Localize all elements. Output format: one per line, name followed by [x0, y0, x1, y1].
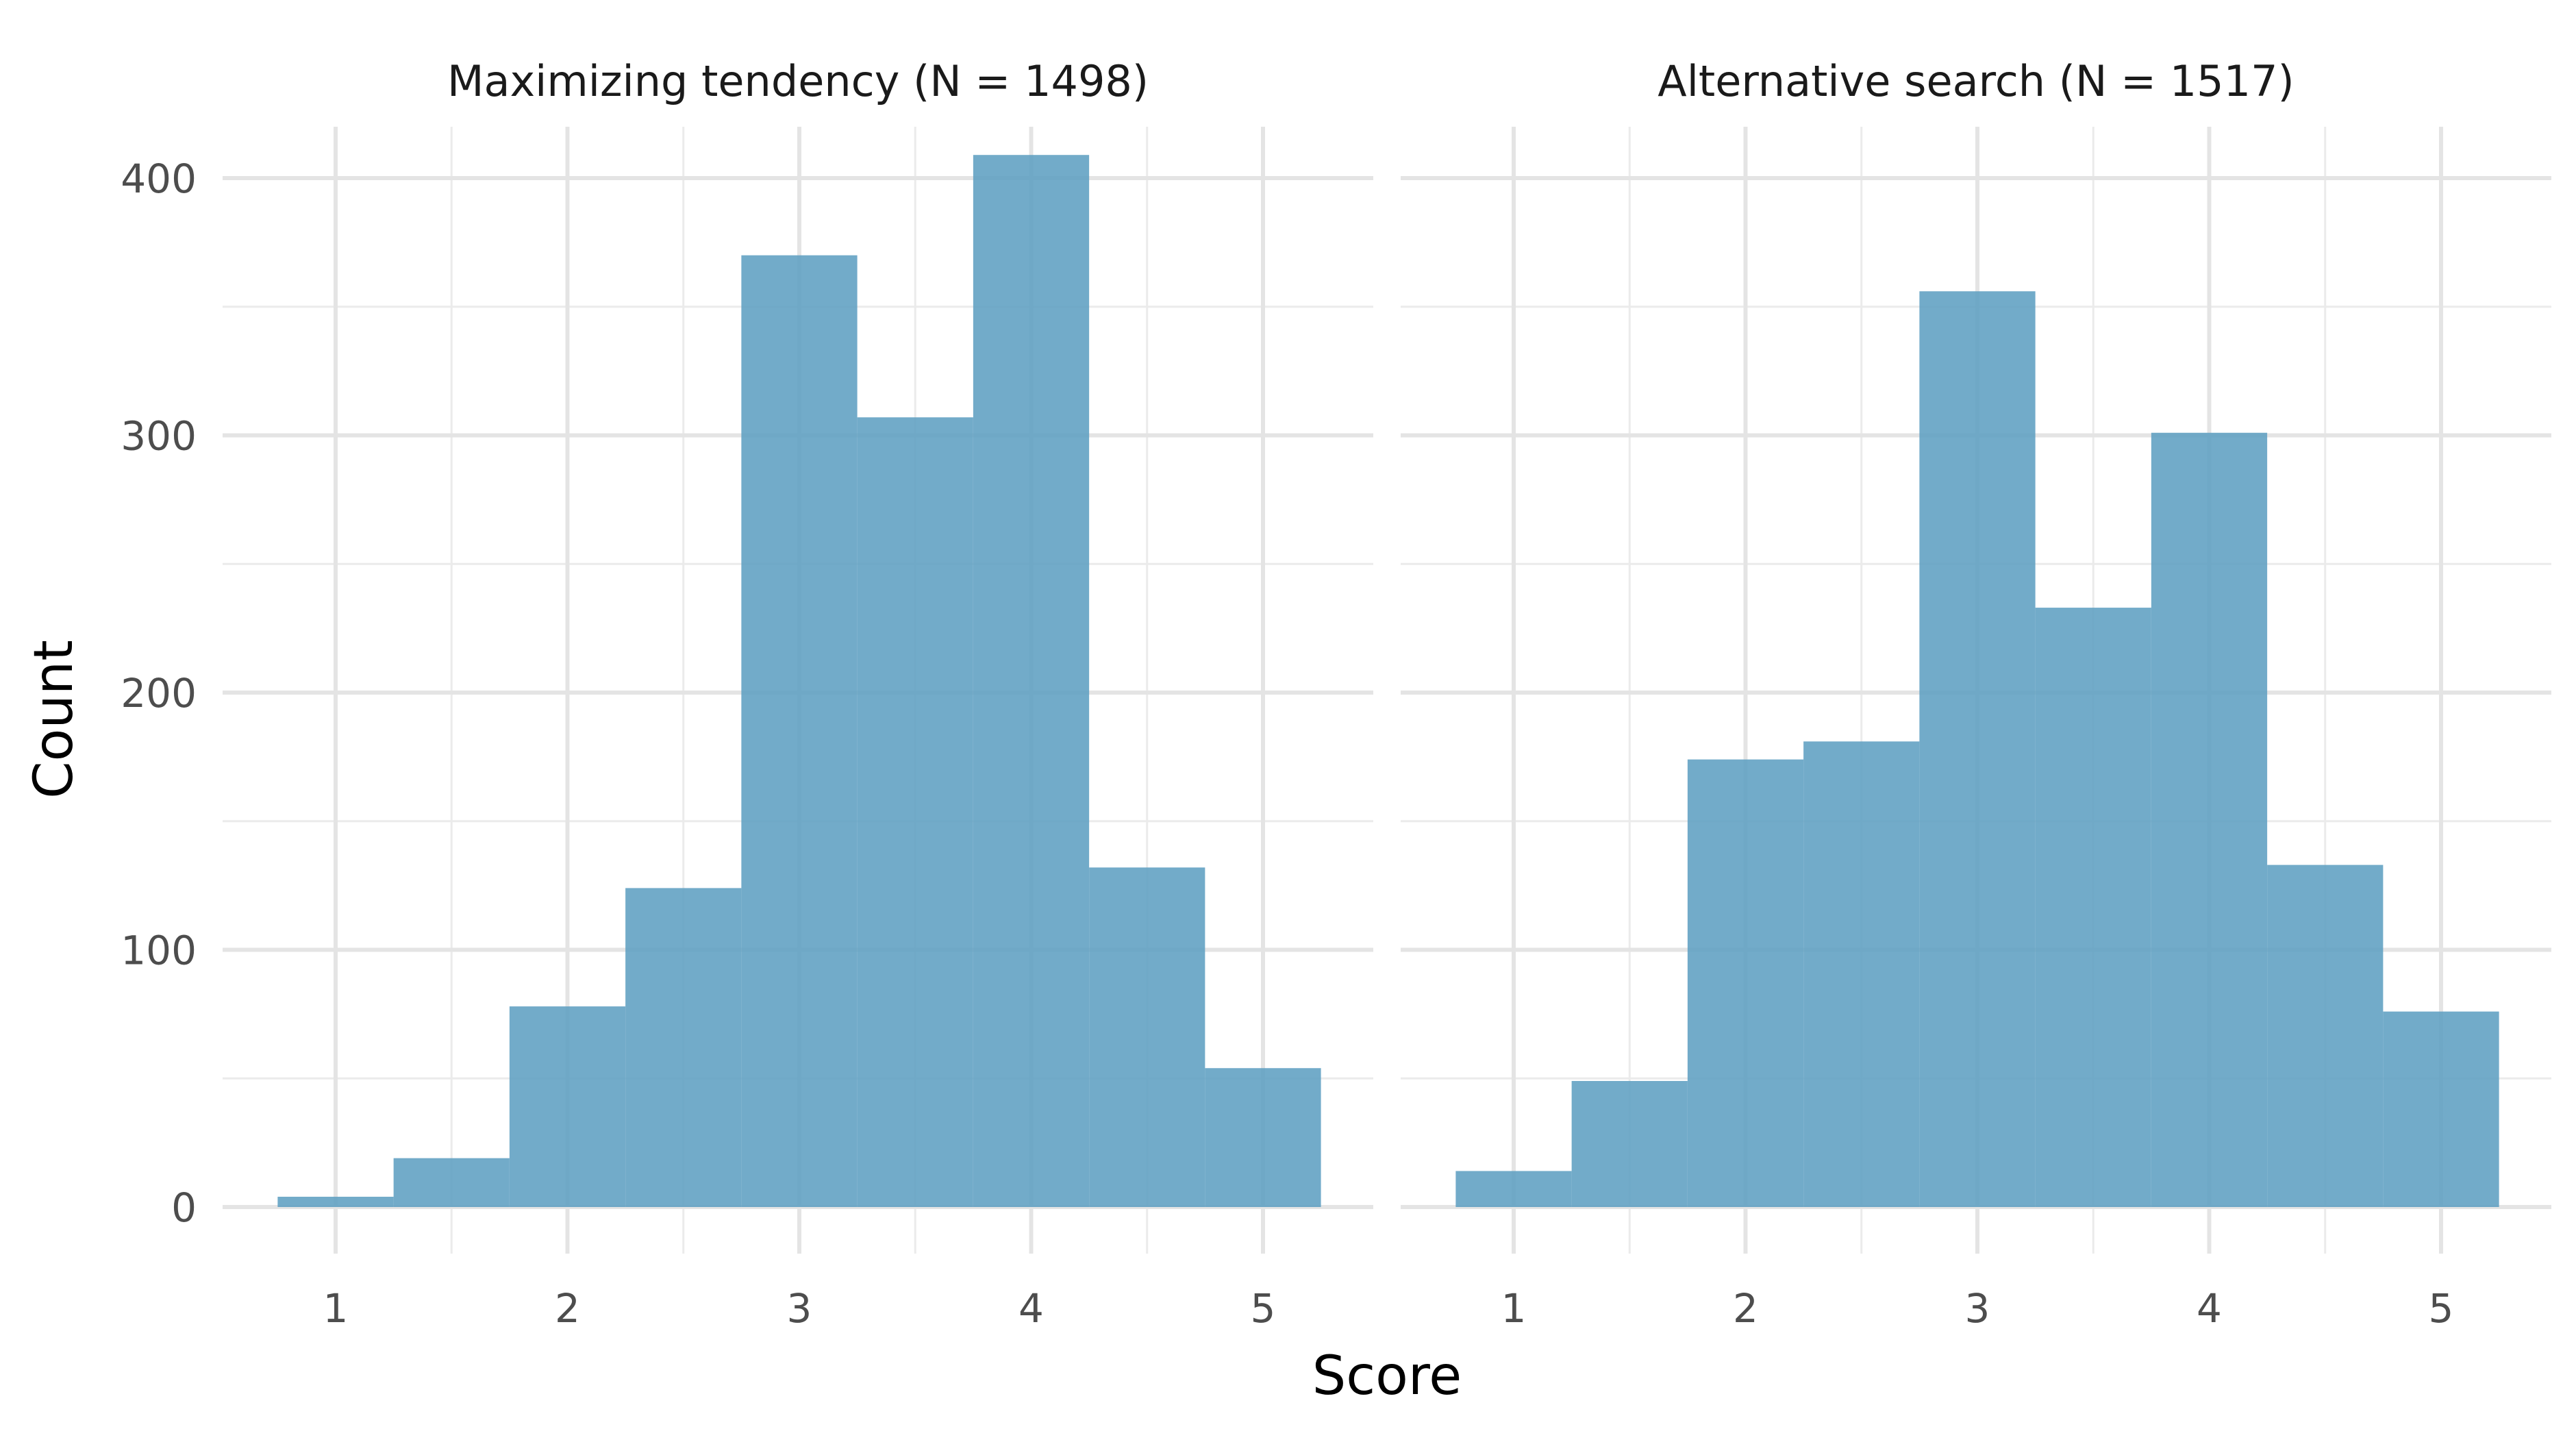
x-tick-label: 5 [1251, 1285, 1276, 1332]
histogram-bar [2035, 608, 2151, 1207]
x-tick-label: 4 [2197, 1285, 2222, 1332]
x-tick-label: 1 [323, 1285, 349, 1332]
y-tick-label: 0 [171, 1184, 197, 1231]
y-tick-label: 400 [121, 156, 197, 202]
histogram-bar [1803, 741, 1920, 1207]
histogram-bar [277, 1196, 394, 1207]
x-tick-label: 1 [1501, 1285, 1527, 1332]
histogram-bar [1455, 1171, 1572, 1207]
histogram-bar [625, 888, 742, 1207]
histogram-bar [2267, 865, 2384, 1207]
histogram-bar [509, 1006, 626, 1207]
x-tick-label: 5 [2429, 1285, 2454, 1332]
y-axis-title: Count [23, 640, 85, 799]
histogram-bar [1205, 1068, 1321, 1207]
x-axis-title: Score [1312, 1345, 1462, 1407]
x-tick-label: 3 [1965, 1285, 1990, 1332]
histogram-bar [741, 255, 858, 1207]
x-tick-label: 2 [555, 1285, 580, 1332]
x-tick-label: 3 [787, 1285, 812, 1332]
histogram-bar [2383, 1011, 2499, 1207]
y-tick-label: 100 [121, 928, 197, 974]
y-tick-label: 200 [121, 670, 197, 717]
x-tick-label: 4 [1018, 1285, 1044, 1332]
histogram-bar [973, 155, 1090, 1208]
histogram-bar [1089, 867, 1205, 1207]
x-tick-label: 2 [1733, 1285, 1758, 1332]
histogram-bar [1571, 1081, 1688, 1207]
histogram-bar [1687, 759, 1804, 1207]
facet-panel-2: Alternative search (N = 1517) 1 2 3 4 5 [1401, 56, 2551, 1332]
histogram-bar [2151, 432, 2268, 1207]
y-tick-label: 300 [121, 413, 197, 460]
histogram-bar [393, 1158, 510, 1207]
histogram-bar [1919, 291, 2036, 1208]
panel-title: Alternative search (N = 1517) [1658, 56, 2294, 106]
histogram-bar [857, 417, 973, 1207]
facet-panel-1: Maximizing tendency (N = 1498) 1 2 3 4 5 0 100 2… [121, 56, 1373, 1332]
panel-title: Maximizing tendency (N = 1498) [447, 56, 1149, 106]
